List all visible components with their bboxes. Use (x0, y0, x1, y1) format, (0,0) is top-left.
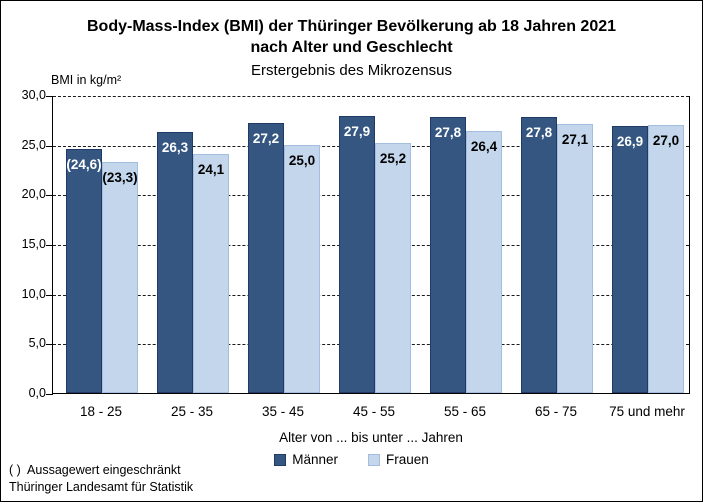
y-axis-tick (46, 294, 53, 296)
gridline (53, 96, 689, 97)
bar: 24,1 (193, 153, 229, 393)
bar-value-label: 24,1 (197, 161, 225, 177)
bar: 26,4 (466, 130, 502, 393)
bar-value-label: 27,9 (343, 123, 371, 139)
y-axis-tick-label: 30,0 (21, 88, 46, 102)
legend-item: Frauen (368, 452, 429, 467)
plot-area: (24,6) (23,3) 26,3 24,1 27,2 25,0 27,9 25,2 27,8… (46, 96, 690, 395)
bar: (24,6) (66, 148, 102, 393)
chart-subtitle: Erstergebnis des Mikrozensus (251, 62, 452, 79)
bar-group: 27,9 25,2 (339, 115, 411, 393)
bar-value-label: 25,2 (379, 150, 407, 166)
y-axis-tick (46, 145, 53, 147)
bar-group: 27,8 26,4 (430, 116, 502, 393)
legend-label: Männer (292, 452, 338, 467)
bar: 27,1 (557, 123, 593, 393)
y-axis-tick (46, 344, 53, 346)
bar: 27,0 (648, 124, 684, 393)
bar-value-label: 27,0 (652, 132, 680, 148)
legend-label: Frauen (386, 452, 429, 467)
bar: 25,2 (375, 142, 411, 393)
bar-group: 27,8 27,1 (521, 116, 593, 393)
bar-value-label: (23,3) (102, 169, 138, 185)
x-axis-category-label: 35 - 45 (261, 404, 305, 419)
bar: 26,9 (612, 125, 648, 393)
chart-title-line1: Body-Mass-Index (BMI) der Thüringer Bevö… (86, 18, 617, 35)
y-axis-tick-label: 15,0 (21, 237, 46, 251)
legend-swatch (368, 453, 380, 466)
bar-value-label: 27,8 (434, 124, 462, 140)
y-axis-tick (46, 394, 53, 395)
bar: 27,9 (339, 115, 375, 393)
y-axis-tick-label: 5,0 (28, 336, 46, 351)
bar: 26,3 (157, 131, 193, 393)
y-axis-tick-label: 25,0 (21, 137, 46, 152)
y-axis-tick (46, 96, 53, 97)
y-axis-unit-label: BMI in kg/m² (51, 73, 122, 87)
x-axis-category-label: 65 - 75 (534, 404, 578, 419)
x-axis-title: Alter von ... bis unter ... Jahren (279, 430, 463, 445)
x-axis-category-label: 25 - 35 (170, 404, 214, 419)
y-axis-tick-label: 20,0 (21, 187, 46, 202)
bar: 27,2 (248, 122, 284, 393)
y-axis-tick-label: 10,0 (21, 286, 46, 301)
y-axis-tick (46, 195, 53, 197)
bar: 27,8 (521, 116, 557, 393)
legend-item: Männer (274, 452, 338, 467)
bar-value-label: 26,3 (161, 139, 189, 155)
bar-group: 27,2 25,0 (248, 122, 320, 393)
bar-value-label: (24,6) (66, 156, 102, 172)
bar-group: 26,3 24,1 (157, 131, 229, 393)
legend-swatch (274, 453, 287, 466)
footnote-note: ( ) Aussagewert eingeschränkt (9, 463, 181, 477)
bar: 27,8 (430, 116, 466, 393)
footnote-source: Thüringer Landesamt für Statistik (9, 480, 194, 494)
bars-layer: (24,6) (23,3) 26,3 24,1 27,2 25,0 27,9 25,2 27,8… (53, 96, 689, 393)
bar: 25,0 (284, 144, 320, 393)
bar-value-label: 27,8 (525, 124, 553, 140)
y-axis-tick-label: 0,0 (28, 386, 46, 400)
bar-value-label: 25,0 (288, 152, 316, 168)
y-axis-tick (46, 245, 53, 246)
chart-title-line2: nach Alter und Geschlecht (250, 39, 453, 56)
x-axis-category-label: 55 - 65 (443, 404, 487, 419)
legend: Männer Frauen (1, 452, 702, 467)
bar-group: 26,9 27,0 (612, 124, 684, 393)
bar-group: (24,6) (23,3) (66, 148, 138, 393)
bar: (23,3) (102, 161, 138, 393)
x-axis-category-label: 18 - 25 (79, 404, 123, 419)
bar-value-label: 27,2 (252, 130, 280, 146)
bar-value-label: 26,4 (470, 138, 498, 154)
x-axis-category-label: 45 - 55 (352, 404, 396, 419)
bar-value-label: 27,1 (561, 131, 589, 147)
bar-value-label: 26,9 (616, 133, 644, 149)
x-axis-category-label: 75 und mehr (609, 404, 685, 419)
